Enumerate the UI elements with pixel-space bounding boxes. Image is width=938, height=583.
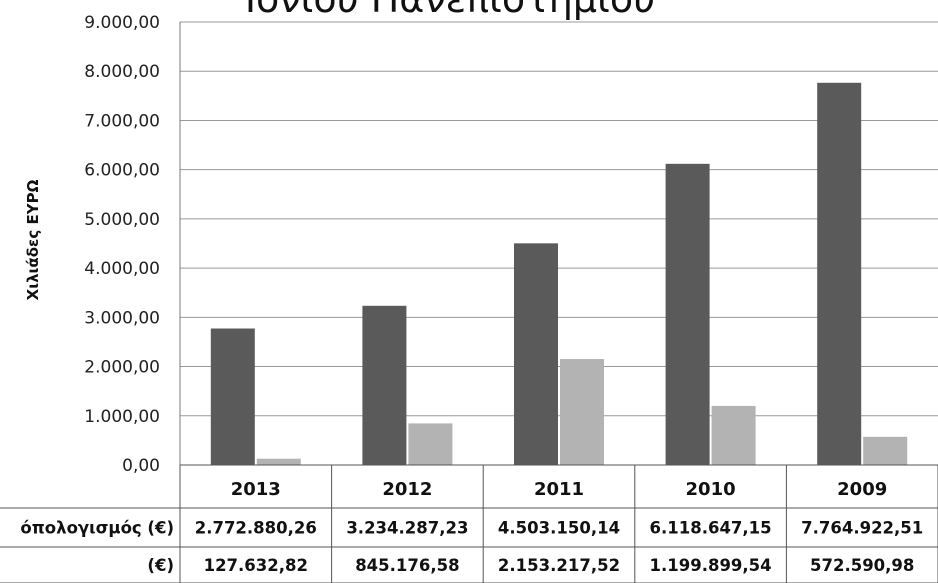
y-tick-label: 3.000,00 [84,308,160,328]
y-tick-label: 7.000,00 [84,111,160,131]
data-label: 7.764.922,51 [801,519,923,538]
bar [256,458,301,465]
y-tick-label: 4.000,00 [84,259,160,279]
data-label: 845.176,58 [355,556,459,575]
gridlines [180,21,938,466]
y-tick-label: 6.000,00 [84,161,160,181]
bar [665,163,710,465]
data-label: 127.632,82 [204,556,308,575]
bar [711,405,756,465]
y-tick-label: 8.000,00 [84,62,160,82]
data-label: 572.590,98 [810,556,914,575]
data-label: 2.153.217,52 [498,556,620,575]
series-row-label: όπολογισμός (€) [20,519,174,538]
bar [817,82,862,465]
x-tick-label: 2012 [382,479,432,500]
y-tick-label: 0,00 [122,456,160,476]
bar [408,423,453,465]
data-table: 2013 2012 2011 2010 2009 όπολογισμός (€) 2.772… [0,464,938,583]
data-label: 2.772.880,26 [195,519,317,538]
y-tick-label: 1.000,00 [84,407,160,427]
data-label: 4.503.150,14 [498,519,620,538]
bar [210,328,255,465]
x-tick-label: 2010 [686,479,736,500]
data-label: 6.118.647,15 [650,519,772,538]
bar [514,243,558,465]
chart-title: Ιονίου Πανεπιστημίου [245,0,655,21]
bar [362,305,407,465]
y-tick-label: 5.000,00 [84,210,160,230]
axes: 0,00 1.000,00 2.000,00 3.000,00 4.000,00 5.00… [84,13,181,476]
x-tick-label: 2013 [231,479,281,500]
bar [560,359,604,465]
series-row-label: (€) [147,556,174,575]
y-tick-label: 9.000,00 [84,13,160,33]
bars [210,82,908,465]
x-tick-label: 2009 [837,479,887,500]
bar [863,436,908,465]
data-label: 1.199.899,54 [650,556,772,575]
x-tick-label: 2011 [534,479,584,500]
y-axis-label: Χιλιάδες ΕΥΡΩ [24,179,42,300]
data-label: 3.234.287,23 [346,519,468,538]
y-tick-label: 2.000,00 [84,358,160,378]
